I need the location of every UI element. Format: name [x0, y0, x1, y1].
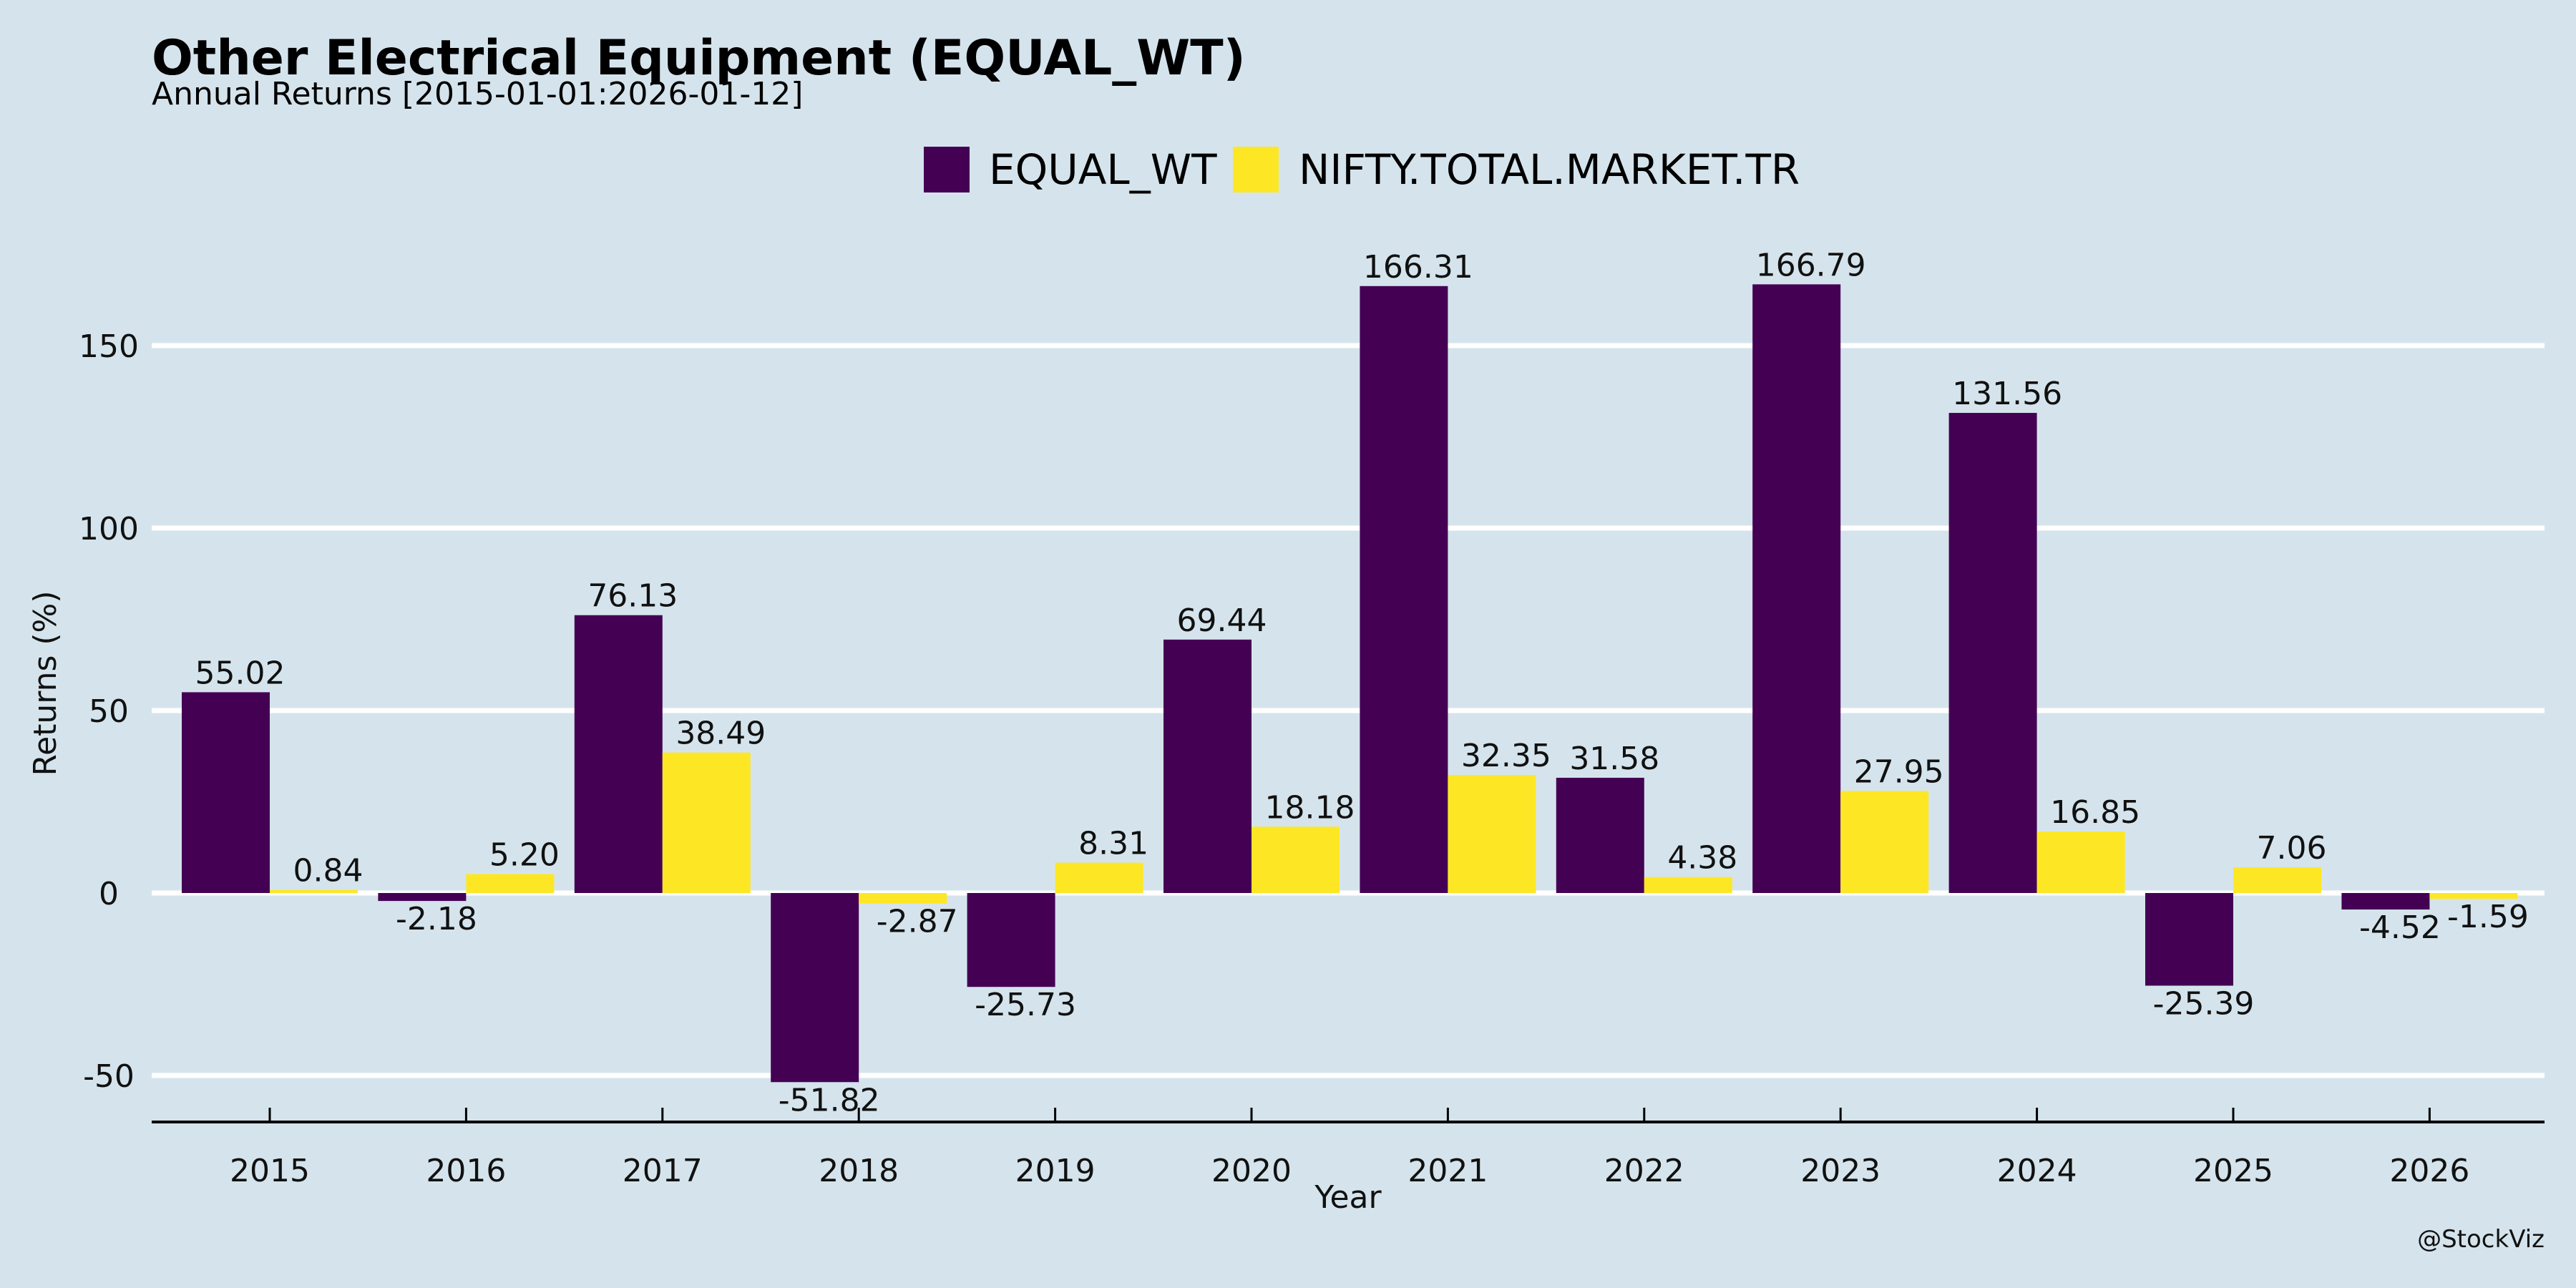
data-label-equal-wt: -4.52 [2359, 909, 2441, 946]
x-tick-label: 2016 [426, 1153, 506, 1189]
x-tick-label: 2025 [2193, 1153, 2273, 1189]
data-label-equal-wt: 55.02 [195, 655, 286, 691]
data-label-nifty: -2.87 [877, 904, 958, 940]
bar-nifty [2233, 867, 2321, 893]
y-tick-label: 150 [79, 328, 139, 365]
data-label-nifty: 38.49 [675, 716, 766, 752]
data-label-nifty: 8.31 [1078, 826, 1148, 862]
bar-equal-wt [2341, 893, 2430, 910]
y-axis-ticks: -50 0 50 100 150 [79, 328, 139, 1095]
bar-equal-wt [1163, 639, 1252, 893]
data-label-nifty: 18.18 [1265, 789, 1355, 826]
data-label-equal-wt: -2.18 [396, 901, 477, 937]
x-tick-label: 2019 [1015, 1153, 1096, 1189]
data-label-equal-wt: 69.44 [1177, 602, 1267, 639]
x-tick-label: 2018 [819, 1153, 899, 1189]
bar-nifty [1448, 775, 1536, 893]
bar-nifty [1252, 826, 1340, 893]
x-axis: 2015 2016 2017 2018 2019 2020 2021 2022 2023 2024… [152, 1108, 2545, 1189]
data-label-equal-wt: -25.39 [2153, 985, 2255, 1022]
chart-subtitle: Annual Returns [2015-01-01:2026-01-12] [152, 76, 803, 112]
x-tick-label: 2015 [230, 1153, 310, 1189]
y-axis-label: Returns (%) [27, 590, 64, 776]
data-label-equal-wt: 131.56 [1952, 376, 2062, 412]
data-label-equal-wt: 31.58 [1569, 741, 1659, 777]
legend-swatch-nifty [1233, 147, 1279, 192]
x-tick-label: 2023 [1800, 1153, 1880, 1189]
data-label-nifty: 32.35 [1461, 738, 1551, 774]
bar-nifty [2429, 893, 2518, 899]
data-label-equal-wt: 166.31 [1363, 249, 1473, 286]
bar-nifty [1840, 791, 1929, 893]
y-tick-label: 100 [79, 511, 139, 547]
legend-label-nifty: NIFTY.TOTAL.MARKET.TR [1299, 145, 1800, 194]
credit-label: @StockViz [2417, 1225, 2545, 1254]
x-tick-label: 2024 [1997, 1153, 2077, 1189]
data-label-nifty: 27.95 [1854, 753, 1944, 790]
data-label-nifty: 0.84 [293, 853, 364, 889]
legend: EQUAL_WT NIFTY.TOTAL.MARKET.TR [924, 145, 1800, 194]
legend-swatch-equal-wt [924, 147, 970, 192]
bar-equal-wt [1752, 284, 1841, 894]
data-label-nifty: 4.38 [1667, 840, 1737, 877]
y-tick-label: 0 [99, 876, 119, 912]
bar-equal-wt [771, 893, 859, 1083]
y-tick-label: 50 [89, 693, 129, 730]
data-label-equal-wt: 166.79 [1756, 247, 1866, 283]
bar-nifty [466, 874, 555, 893]
data-label-equal-wt: 76.13 [587, 578, 678, 615]
data-label-nifty: 16.85 [2050, 794, 2140, 831]
bars [182, 284, 2518, 1083]
data-labels: 55.02 0.84 -2.18 5.20 76.13 38.49 -51.82 -2.87 -… [195, 247, 2529, 1118]
chart-title: Other Electrical Equipment (EQUAL_WT) [152, 30, 1246, 87]
bar-equal-wt [1360, 286, 1448, 894]
data-label-nifty: -1.59 [2447, 899, 2529, 935]
bar-nifty [1055, 862, 1143, 893]
data-label-equal-wt: -25.73 [975, 987, 1076, 1023]
data-label-nifty: 5.20 [489, 836, 560, 873]
bar-equal-wt [967, 893, 1055, 987]
bar-nifty [859, 893, 947, 904]
data-label-equal-wt: -51.82 [779, 1082, 880, 1118]
bar-nifty [270, 889, 358, 893]
bar-nifty [1644, 877, 1732, 893]
x-tick-label: 2026 [2389, 1153, 2469, 1189]
x-tick-label: 2022 [1604, 1153, 1684, 1189]
bar-equal-wt [574, 615, 663, 893]
data-label-nifty: 7.06 [2257, 830, 2327, 867]
legend-label-equal-wt: EQUAL_WT [989, 145, 1217, 194]
x-tick-label: 2021 [1407, 1153, 1488, 1189]
x-tick-label: 2017 [623, 1153, 703, 1189]
bar-equal-wt [1948, 413, 2037, 893]
x-tick-label: 2020 [1211, 1153, 1292, 1189]
bar-nifty [2036, 831, 2125, 893]
bar-equal-wt [2145, 893, 2233, 986]
bar-nifty [662, 752, 751, 893]
bar-equal-wt [378, 893, 467, 902]
bar-equal-wt [1556, 777, 1644, 893]
bar-equal-wt [182, 692, 270, 893]
x-axis-label: Year [1314, 1179, 1382, 1216]
y-tick-label: -50 [83, 1058, 135, 1095]
